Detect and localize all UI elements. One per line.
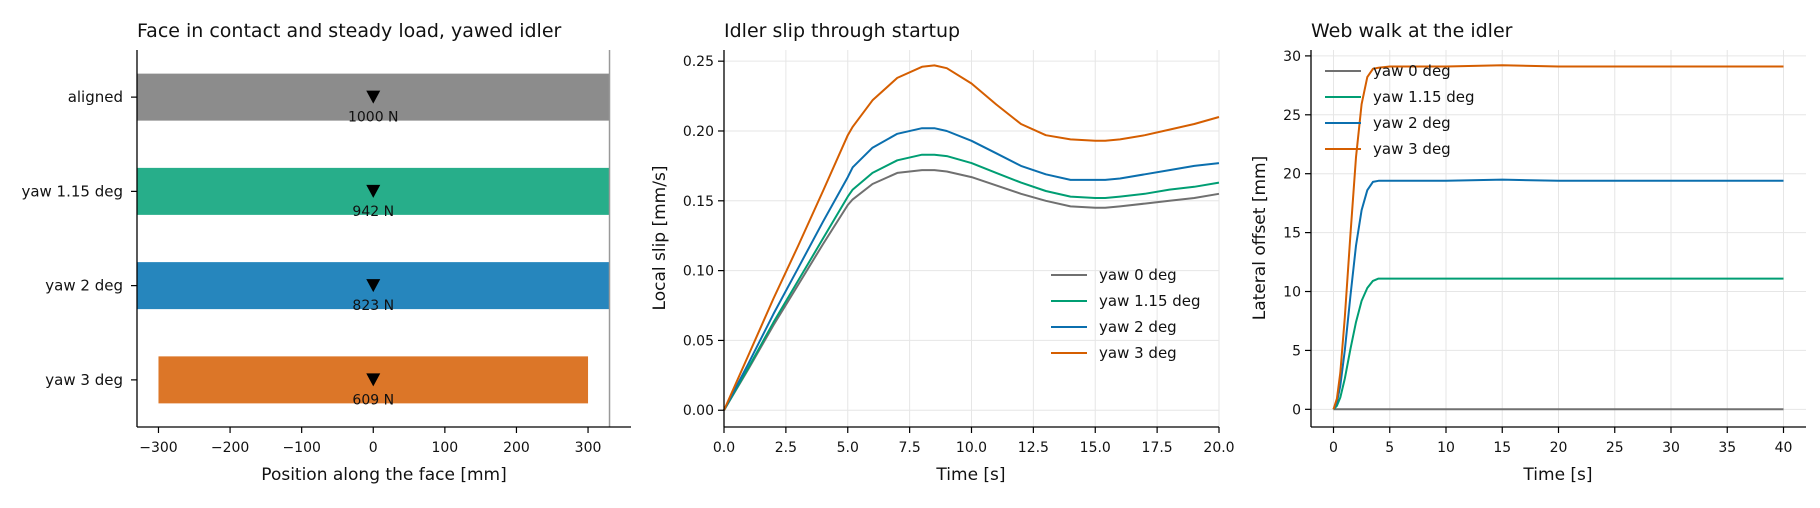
y-tick-label-3: 0.15 [683, 194, 714, 210]
x-tick-label-3: 7.5 [898, 440, 920, 456]
x-tick-label-5: 12.5 [1018, 440, 1049, 456]
y-tick-label-0: 0.00 [683, 403, 714, 419]
series-line-yaw-1-15-deg [1332, 277, 1784, 410]
category-label-yaw-3-deg: yaw 3 deg [45, 371, 123, 389]
series-line-yaw-0-deg [723, 169, 1220, 411]
y-tick-label-5: 0.25 [683, 54, 714, 70]
y-tick-label-1: 0.05 [683, 333, 714, 349]
category-labels: aligned yaw 1.15 deg yaw 2 deg yaw 3 deg [21, 88, 137, 389]
panel3-xlabel: Time [s] [1522, 465, 1592, 485]
bar-yaw-3-deg-marker [366, 373, 381, 387]
series-line-yaw-1-15-deg [723, 153, 1220, 411]
x-tick-label-7: 17.5 [1142, 440, 1173, 456]
x-tick-label-0: 0.0 [713, 440, 735, 456]
legend-label-yaw-2-deg: yaw 2 deg [1099, 318, 1177, 336]
y-tick-label-2: 10 [1283, 285, 1301, 301]
x-tick-label-1: −200 [211, 440, 249, 456]
contact-face-panel: Face in contact and steady load, yawed i… [21, 20, 631, 485]
x-tick-label-3: 15 [1493, 440, 1511, 456]
y-tick-label-4: 0.20 [683, 124, 714, 140]
y-tick-label-2: 0.10 [683, 264, 714, 280]
grid [1311, 50, 1806, 427]
x-tick-label-5: 200 [503, 440, 530, 456]
bar-yaw-1-15-deg-load-label: 942 N [352, 204, 394, 220]
legend-label-yaw-3-deg: yaw 3 deg [1099, 344, 1177, 362]
y-tick-label-6: 30 [1283, 49, 1301, 65]
x-tick-label-2: 5.0 [837, 440, 859, 456]
bar-yaw-2-deg-marker [366, 279, 381, 293]
legend-label-yaw-1-15-deg: yaw 1.15 deg [1099, 292, 1201, 310]
category-label-yaw-1-15-deg: yaw 1.15 deg [21, 182, 123, 200]
x-ticks: 0.0 2.5 5.0 7.5 10.0 12.5 15.0 17.5 20.0 [713, 427, 1235, 456]
legend: yaw 0 deg yaw 1.15 deg yaw 2 deg yaw 3 deg [1051, 266, 1201, 362]
panel2-ylabel: Local slip [mm/s] [650, 166, 670, 311]
grid [723, 50, 1220, 427]
y-tick-label-4: 20 [1283, 167, 1301, 183]
y-tick-label-0: 0 [1292, 402, 1301, 418]
panel1-title: Face in contact and steady load, yawed i… [137, 20, 562, 42]
x-tick-label-2: 10 [1437, 440, 1455, 456]
y-tick-label-3: 15 [1283, 226, 1301, 242]
series-line-yaw-2-deg [723, 127, 1220, 411]
legend-label-yaw-2-deg: yaw 2 deg [1373, 114, 1451, 132]
contact-bars: 1000 N 942 N 823 N 609 N [137, 50, 611, 427]
x-tick-label-6: 15.0 [1080, 440, 1111, 456]
legend-label-yaw-1-15-deg: yaw 1.15 deg [1373, 88, 1475, 106]
bar-yaw-1-15-deg-marker [366, 184, 381, 198]
web-walk-panel: Web walk at the idler 0 5 10 15 20 25 30 35 40 0… [1250, 20, 1806, 485]
x-tick-label-6: 30 [1662, 440, 1680, 456]
panel2-title: Idler slip through startup [724, 20, 960, 42]
bar-yaw-3-deg-load-label: 609 N [352, 392, 394, 408]
legend: yaw 0 deg yaw 1.15 deg yaw 2 deg yaw 3 deg [1325, 62, 1475, 158]
x-tick-label-7: 35 [1718, 440, 1736, 456]
bar-yaw-2-deg-load-label: 823 N [352, 298, 394, 314]
panel1-xlabel: Position along the face [mm] [261, 465, 506, 485]
legend-label-yaw-0-deg: yaw 0 deg [1373, 62, 1451, 80]
legend-label-yaw-3-deg: yaw 3 deg [1373, 140, 1451, 158]
slip-panel: Idler slip through startup 0.0 2.5 5.0 7.5 1… [650, 20, 1235, 485]
series-line-yaw-3-deg [1332, 64, 1784, 410]
y-tick-label-1: 5 [1292, 343, 1301, 359]
x-ticks: 0 5 10 15 20 25 30 35 40 [1329, 427, 1792, 456]
x-tick-label-0: 0 [1329, 440, 1338, 456]
x-tick-label-3: 0 [369, 440, 378, 456]
bar-aligned-load-label: 1000 N [348, 110, 399, 126]
x-tick-label-8: 20.0 [1203, 440, 1234, 456]
x-tick-label-6: 300 [575, 440, 602, 456]
series-lines [1332, 64, 1784, 411]
x-ticks: −300 −200 −100 0 100 200 300 [139, 427, 601, 456]
x-tick-label-2: −100 [282, 440, 320, 456]
x-tick-label-0: −300 [139, 440, 177, 456]
x-tick-label-4: 100 [431, 440, 458, 456]
x-tick-label-5: 25 [1606, 440, 1624, 456]
panel3-ylabel: Lateral offset [mm] [1250, 156, 1270, 320]
y-tick-label-5: 25 [1283, 108, 1301, 124]
category-label-yaw-2-deg: yaw 2 deg [45, 277, 123, 295]
bar-aligned-marker [366, 90, 381, 104]
x-tick-label-4: 10.0 [956, 440, 987, 456]
x-tick-label-8: 40 [1775, 440, 1793, 456]
x-tick-label-1: 2.5 [775, 440, 797, 456]
panel3-title: Web walk at the idler [1311, 20, 1513, 42]
x-tick-label-1: 5 [1385, 440, 1394, 456]
panel2-xlabel: Time [s] [935, 465, 1005, 485]
series-line-yaw-3-deg [723, 64, 1220, 411]
series-line-yaw-2-deg [1332, 178, 1784, 410]
series-lines [723, 64, 1220, 411]
x-tick-label-4: 20 [1550, 440, 1568, 456]
category-label-aligned: aligned [68, 88, 123, 106]
legend-label-yaw-0-deg: yaw 0 deg [1099, 266, 1177, 284]
y-ticks: 0.00 0.05 0.10 0.15 0.20 0.25 [683, 54, 724, 419]
y-ticks: 0 5 10 15 20 25 30 [1283, 49, 1311, 418]
